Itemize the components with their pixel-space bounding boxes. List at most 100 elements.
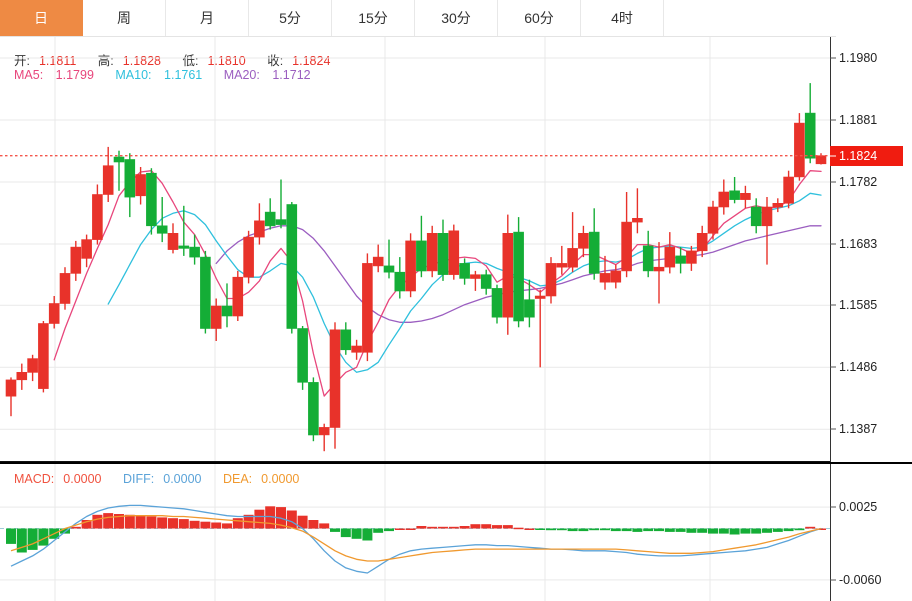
- candle-body: [675, 255, 686, 264]
- macd-bar: [546, 528, 556, 531]
- macd-bar: [492, 525, 502, 529]
- candle-body: [189, 246, 200, 258]
- candle-body: [102, 165, 114, 195]
- ma20-group: MA20: 1.1712: [224, 68, 320, 82]
- macd-bar: [416, 526, 427, 529]
- macd-bar: [816, 528, 826, 530]
- candle-body: [750, 206, 762, 227]
- macd-bar: [600, 528, 610, 531]
- period-tab-label: 月: [200, 10, 214, 26]
- ma5-label: MA5:: [14, 68, 44, 82]
- macd-bar: [481, 524, 492, 529]
- candle-body: [286, 204, 298, 329]
- period-tab-6[interactable]: 60分: [498, 0, 581, 36]
- candle-body: [167, 233, 179, 250]
- price-tag-dash: [830, 155, 836, 157]
- macd-bar: [740, 528, 751, 534]
- candle-body: [588, 231, 600, 274]
- candle-body: [480, 274, 492, 289]
- macd-bar: [394, 528, 405, 530]
- macd-dea-line: [10, 515, 822, 562]
- period-tab-label: 日: [34, 10, 48, 26]
- macd-legend: MACD: 0.0000 DIFF: 0.0000 DEA: 0.0000: [14, 472, 317, 486]
- macd-bar: [373, 528, 384, 533]
- period-tab-label: 60分: [524, 10, 554, 26]
- panel-divider: [0, 462, 912, 464]
- candle-body: [729, 190, 740, 200]
- macd-bar: [805, 526, 816, 529]
- macd-bar: [308, 520, 319, 529]
- candle-body: [210, 305, 222, 329]
- candle-body: [664, 246, 676, 268]
- candle-body: [243, 236, 254, 278]
- macd-chart-panel[interactable]: [0, 464, 830, 601]
- macd-group: MACD: 0.0000: [14, 472, 111, 486]
- period-tab-3[interactable]: 5分: [249, 0, 332, 36]
- diff-value: 0.0000: [163, 472, 202, 486]
- candle-body: [405, 240, 416, 292]
- price-tick-label: 1.1782: [839, 175, 878, 189]
- price-tick-dash: [830, 366, 836, 368]
- candle-body: [804, 112, 816, 159]
- candle-body: [135, 174, 146, 197]
- candle-body: [329, 329, 341, 428]
- macd-bar: [470, 524, 481, 529]
- period-tab-4[interactable]: 15分: [332, 0, 415, 36]
- candle-body: [653, 266, 665, 272]
- macd-bar: [168, 518, 178, 529]
- macd-bar: [643, 528, 654, 532]
- candle-body: [534, 295, 546, 299]
- price-chart-panel[interactable]: [0, 37, 830, 462]
- candle-body: [545, 263, 557, 297]
- candle-body: [38, 323, 49, 389]
- macd-bar: [178, 519, 189, 529]
- current-price-tag: 1.1824: [830, 145, 903, 166]
- period-tab-label: 周: [117, 10, 131, 26]
- macd-bar: [103, 513, 114, 529]
- candle-body: [426, 233, 438, 272]
- period-tab-label: 30分: [441, 10, 471, 26]
- candle-body: [232, 276, 244, 317]
- macd-bar: [697, 528, 708, 533]
- macd-axis-line: [830, 464, 831, 601]
- macd-label: MACD:: [14, 472, 55, 486]
- price-tick-label: 1.1486: [839, 360, 878, 375]
- period-tab-5[interactable]: 30分: [415, 0, 498, 36]
- candle-body: [502, 233, 514, 318]
- ma5-value: 1.1799: [55, 68, 94, 82]
- macd-bar: [427, 526, 438, 529]
- candle-body: [264, 211, 276, 227]
- macd-bar: [135, 515, 146, 529]
- candle-body: [351, 345, 362, 353]
- price-tick-dash: [830, 57, 836, 59]
- candle-body: [416, 240, 427, 272]
- period-tab-1[interactable]: 周: [83, 0, 166, 36]
- macd-bar: [124, 514, 135, 529]
- macd-bar: [438, 526, 448, 529]
- period-tab-2[interactable]: 月: [166, 0, 249, 36]
- period-tab-7[interactable]: 4时: [581, 0, 664, 36]
- macd-bar: [384, 528, 394, 532]
- macd-bar: [200, 521, 211, 529]
- macd-tick-label: -0.0060: [839, 572, 882, 587]
- candle-body: [113, 156, 125, 163]
- macd-bar: [459, 526, 470, 529]
- macd-bar: [708, 528, 718, 534]
- candle-body: [491, 288, 503, 318]
- macd-bar: [654, 528, 664, 532]
- candle-body: [696, 233, 708, 252]
- macd-bar: [265, 506, 276, 529]
- candle-body: [362, 263, 373, 353]
- macd-bar: [772, 528, 783, 532]
- macd-bar: [589, 528, 600, 531]
- candle-body: [621, 221, 632, 272]
- candle-body: [394, 271, 406, 292]
- period-tab-0[interactable]: 日: [0, 0, 83, 36]
- period-tab-label: 4时: [611, 10, 633, 26]
- ma20-label: MA20:: [223, 68, 260, 82]
- price-tick-dash: [830, 428, 836, 430]
- macd-bar: [189, 520, 200, 529]
- candle-body: [718, 191, 730, 208]
- period-tab-label: 15分: [358, 10, 388, 26]
- macd-tick-dash: [830, 579, 836, 581]
